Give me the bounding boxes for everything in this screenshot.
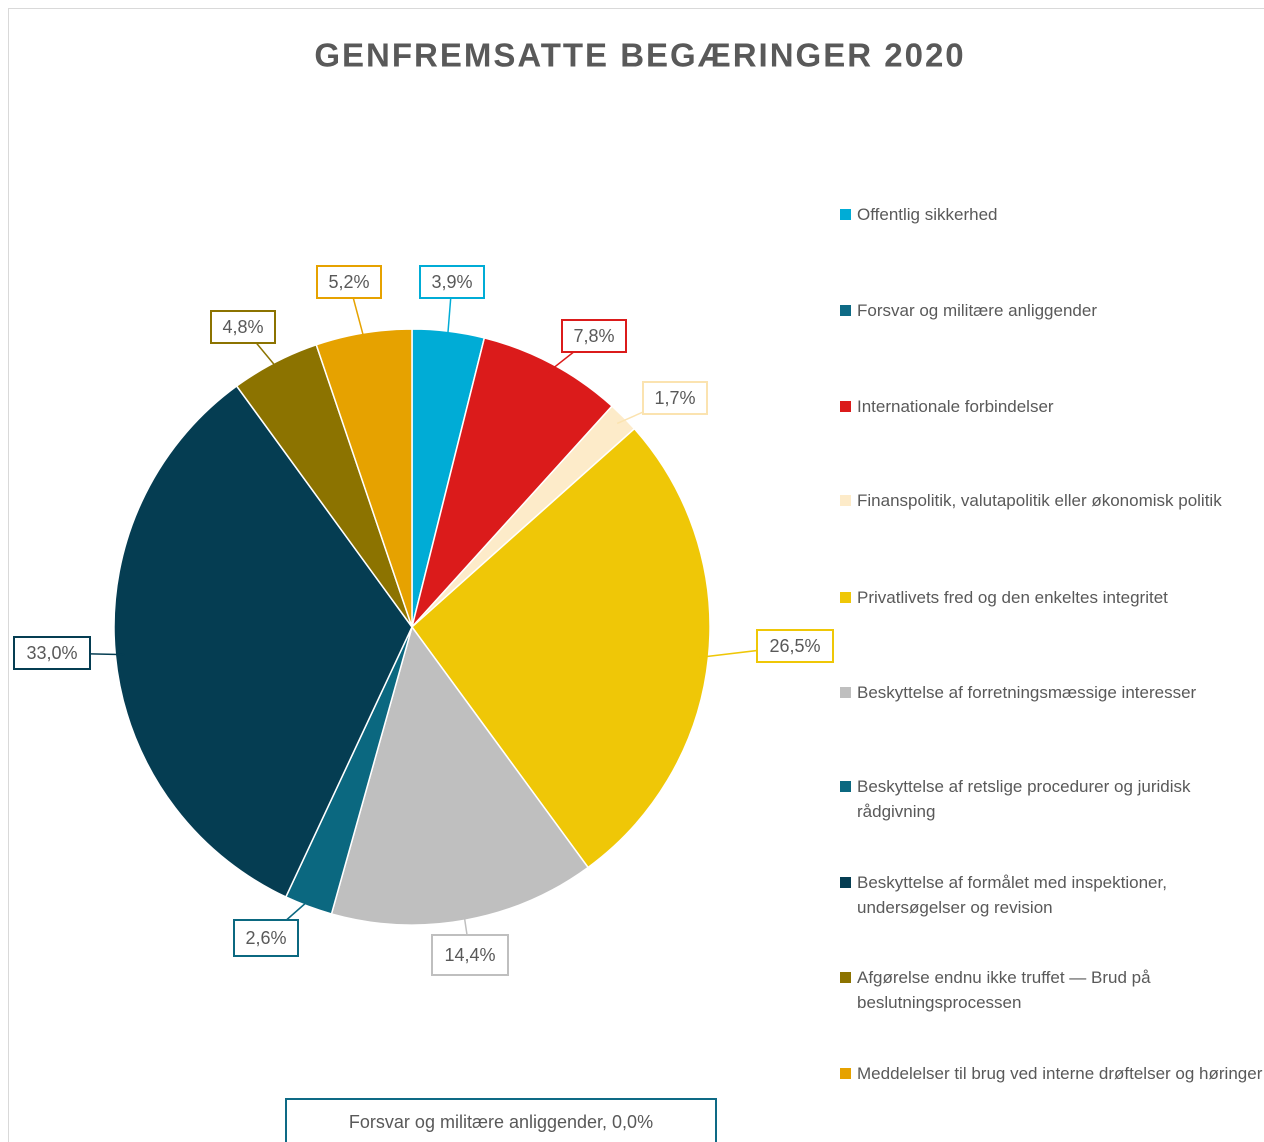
legend-swatch bbox=[840, 687, 851, 698]
legend-item: Afgørelse endnu ikke truffet — Brud på b… bbox=[840, 965, 1264, 1015]
legend-item: Finanspolitik, valutapolitik eller økono… bbox=[840, 488, 1264, 513]
data-label: 7,8% bbox=[573, 326, 614, 346]
label-box bbox=[233, 919, 299, 957]
chart-title: GENFREMSATTE BEGÆRINGER 2020 bbox=[314, 37, 965, 74]
legend-label: Beskyttelse af formålet med inspektioner… bbox=[857, 873, 1167, 917]
pie-slice bbox=[411, 337, 614, 628]
pie-slice bbox=[410, 427, 711, 869]
label-box bbox=[642, 381, 708, 415]
legend-label: Offentlig sikkerhed bbox=[857, 205, 998, 224]
data-label: 14,4% bbox=[444, 945, 495, 965]
data-label: 1,7% bbox=[654, 388, 695, 408]
legend-swatch bbox=[840, 495, 851, 506]
legend-label: Afgørelse endnu ikke truffet — Brud på b… bbox=[857, 968, 1151, 1012]
label-box bbox=[419, 265, 485, 299]
legend-item: Beskyttelse af retslige procedurer og ju… bbox=[840, 774, 1264, 824]
legend-swatch bbox=[840, 877, 851, 888]
legend-item: Meddelelser til brug ved interne drøftel… bbox=[840, 1061, 1264, 1086]
legend-swatch bbox=[840, 209, 851, 220]
data-label: 5,2% bbox=[328, 272, 369, 292]
legend-swatch bbox=[840, 305, 851, 316]
data-label: Forsvar og militære anliggender, 0,0% bbox=[349, 1112, 653, 1132]
legend-label: Beskyttelse af retslige procedurer og ju… bbox=[857, 777, 1191, 821]
legend-label: Meddelelser til brug ved interne drøftel… bbox=[857, 1064, 1263, 1083]
label-box bbox=[13, 636, 91, 670]
legend-label: Internationale forbindelser bbox=[857, 397, 1054, 416]
legend-swatch bbox=[840, 781, 851, 792]
pie-slice bbox=[113, 384, 413, 898]
legend-label: Finanspolitik, valutapolitik eller økono… bbox=[857, 491, 1222, 510]
legend-item: Offentlig sikkerhed bbox=[840, 202, 1264, 227]
legend-swatch bbox=[840, 972, 851, 983]
data-label: 3,9% bbox=[431, 272, 472, 292]
data-label: 26,5% bbox=[769, 636, 820, 656]
pie-slice bbox=[315, 328, 413, 628]
legend-swatch bbox=[840, 401, 851, 412]
label-box bbox=[285, 1098, 717, 1142]
legend-item: Privatlivets fred og den enkeltes integr… bbox=[840, 585, 1264, 610]
legend-item: Beskyttelse af formålet med inspektioner… bbox=[840, 870, 1264, 920]
legend-item: Forsvar og militære anliggender bbox=[840, 298, 1264, 323]
legend-label: Privatlivets fred og den enkeltes integr… bbox=[857, 588, 1168, 607]
label-box bbox=[561, 319, 627, 353]
label-box bbox=[210, 310, 276, 344]
legend-item: Internationale forbindelser bbox=[840, 394, 1264, 419]
label-box bbox=[431, 934, 509, 976]
legend-label: Forsvar og militære anliggender bbox=[857, 301, 1097, 320]
label-box bbox=[316, 265, 382, 299]
legend-label: Beskyttelse af forretningsmæssige intere… bbox=[857, 683, 1197, 702]
label-box bbox=[756, 629, 834, 663]
data-label: 4,8% bbox=[222, 317, 263, 337]
data-label: 2,6% bbox=[245, 928, 286, 948]
data-label: 33,0% bbox=[26, 643, 77, 663]
legend-swatch bbox=[840, 592, 851, 603]
legend-item: Beskyttelse af forretningsmæssige intere… bbox=[840, 680, 1264, 705]
chart-frame bbox=[8, 8, 1264, 1142]
legend-swatch bbox=[840, 1068, 851, 1079]
